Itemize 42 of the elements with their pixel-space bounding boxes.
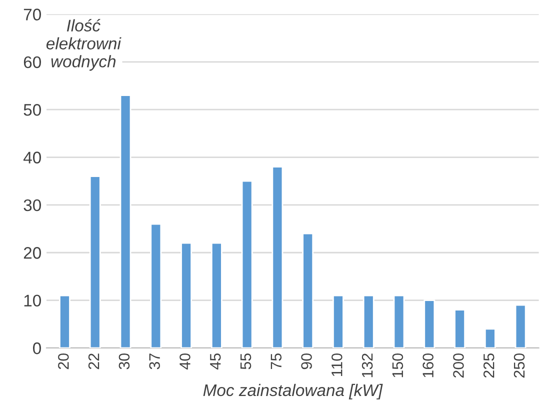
x-tick-label: 40 <box>180 353 190 370</box>
bar <box>180 242 192 348</box>
bar <box>89 176 101 348</box>
x-tick-label: 110 <box>332 353 342 376</box>
bar <box>362 294 374 348</box>
y-tick-label: 0 <box>33 342 41 354</box>
x-tick-label: 90 <box>301 353 312 370</box>
bar <box>514 304 526 348</box>
y-tick-label: 40 <box>23 152 41 164</box>
y-tick-label: 70 <box>24 8 41 20</box>
x-tick-label: 55 <box>240 353 252 370</box>
x-tick-label: 132 <box>362 354 373 378</box>
bar <box>424 300 436 348</box>
bar <box>332 294 344 348</box>
bar <box>272 166 284 348</box>
bar <box>484 328 496 348</box>
x-axis-title: Moc zainstalowana [kW] <box>203 384 383 400</box>
x-tick-label: 22 <box>88 354 100 370</box>
y-tick-label: 30 <box>24 199 41 212</box>
y-tick-label: 60 <box>24 56 41 68</box>
x-tick-label: 250 <box>514 353 525 378</box>
x-tick-label: 225 <box>483 353 494 378</box>
x-tick-label: 37 <box>149 354 160 370</box>
x-tick-label: 200 <box>453 353 464 378</box>
x-tick-label: 20 <box>58 353 69 370</box>
bar <box>454 309 466 348</box>
y-tick-label: 20 <box>24 247 41 259</box>
bar <box>302 232 314 348</box>
x-tick-label: 150 <box>392 353 404 378</box>
x-tick-label: 160 <box>422 353 434 378</box>
x-tick-label: 75 <box>270 353 282 370</box>
y-tick-label: 10 <box>24 294 41 307</box>
y-tick-label: 50 <box>24 104 41 116</box>
x-tick-label: 30 <box>118 353 130 370</box>
bar <box>241 180 253 348</box>
bar <box>150 223 162 348</box>
bar <box>393 294 405 348</box>
bar <box>210 242 222 348</box>
x-tick-label: 45 <box>210 353 221 370</box>
y-axis-title: Ilość elektrowni wodnych <box>46 19 122 71</box>
bar <box>120 94 132 348</box>
bar <box>59 294 70 348</box>
